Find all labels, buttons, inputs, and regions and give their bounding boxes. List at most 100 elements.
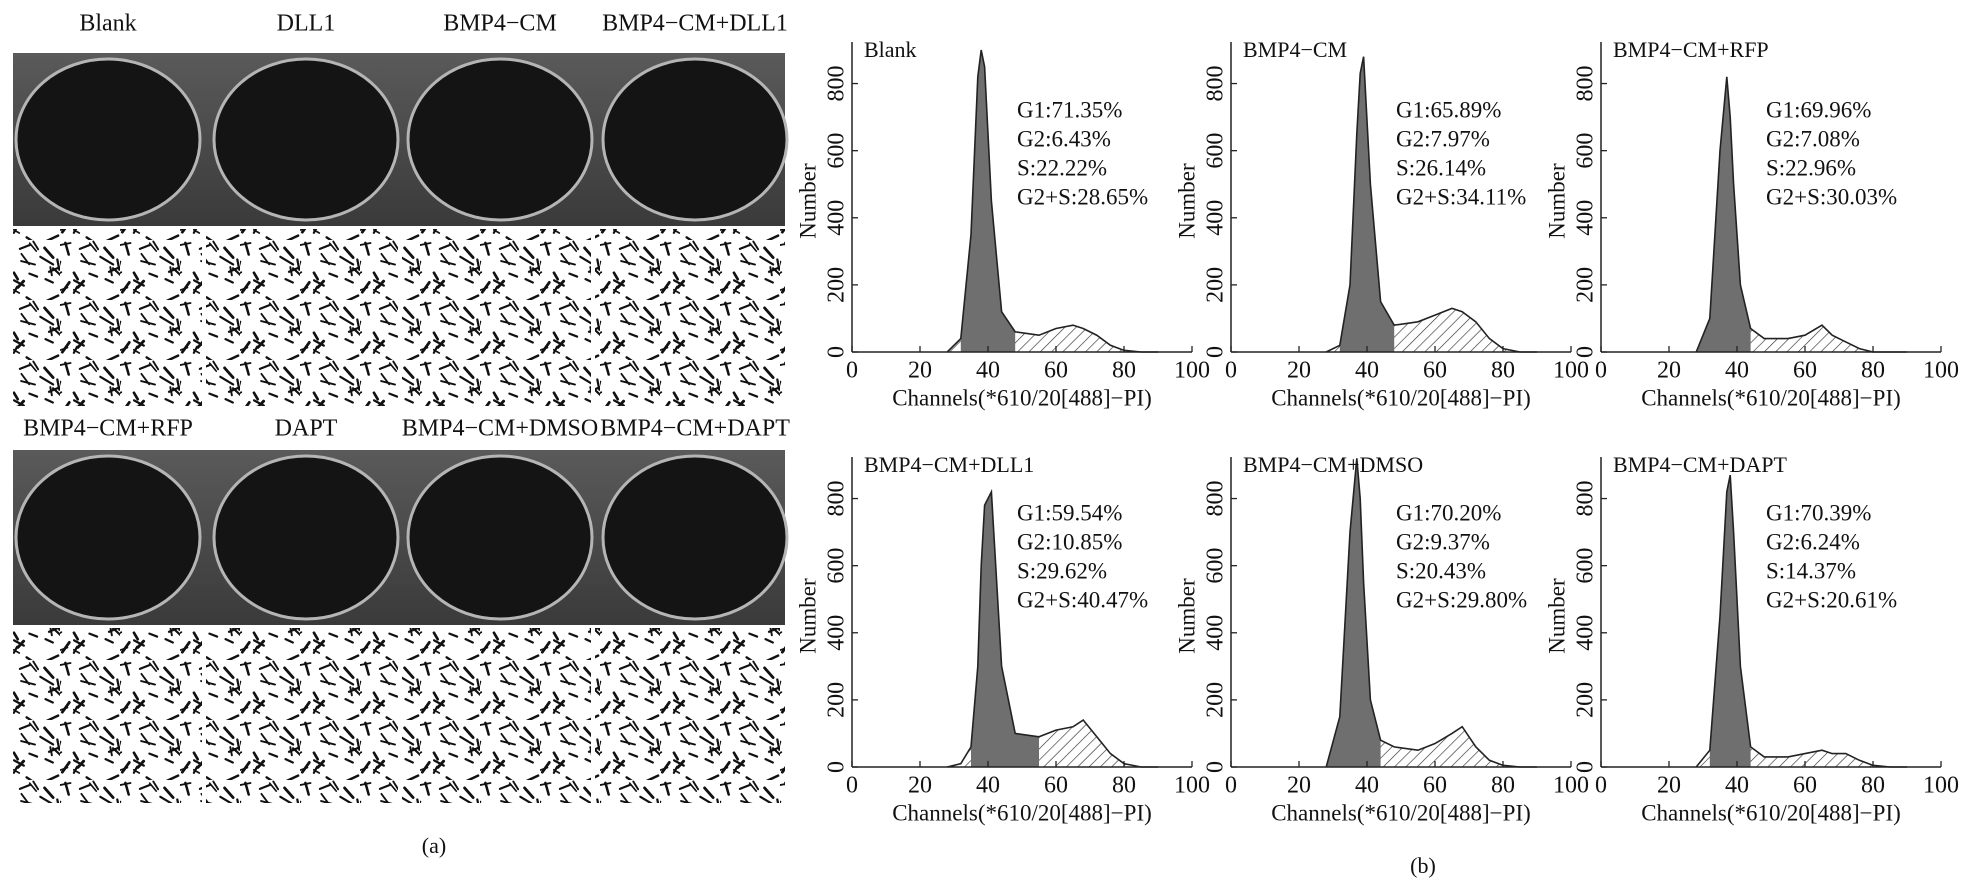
g1-peak: [1696, 76, 1751, 352]
histogram-chart: 0 200 400 600 800 0 20 40 60 80 100 Channels(*610/2…: [795, 452, 1210, 825]
y-tick-label: 0: [1573, 761, 1599, 773]
well: [601, 454, 789, 621]
x-tick-label: 80: [1112, 773, 1136, 799]
x-tick-label: 100: [1923, 358, 1959, 384]
g1-peak: [1326, 458, 1381, 767]
y-tick-label: 200: [824, 267, 850, 303]
stat-annotation: G1:71.35%: [1017, 97, 1122, 122]
y-tick-label: 800: [824, 66, 850, 102]
x-tick-label: 60: [1793, 358, 1817, 384]
x-tick-label: 100: [1553, 773, 1589, 799]
stat-annotation: G1:70.20%: [1396, 500, 1501, 525]
x-tick-label: 40: [1355, 358, 1379, 384]
well: [406, 57, 594, 222]
stat-annotation: S:26.14%: [1396, 155, 1486, 180]
y-tick-label: 600: [824, 133, 850, 169]
x-tick-label: 80: [1491, 773, 1515, 799]
histogram-line: [947, 488, 1158, 768]
condition-label: BMP4−CM+DLL1: [602, 11, 788, 37]
stat-annotation: S:20.43%: [1396, 558, 1486, 583]
histogram-line: [946, 49, 1158, 353]
x-tick-label: 40: [1725, 358, 1749, 384]
x-tick-label: 0: [1595, 358, 1607, 384]
x-tick-label: 80: [1861, 358, 1885, 384]
x-tick-label: 20: [1657, 773, 1681, 799]
stat-annotation: G2:10.85%: [1017, 529, 1122, 554]
x-tick-label: 0: [846, 358, 858, 384]
caption: (b): [1410, 853, 1436, 878]
x-tick-label: 100: [1553, 358, 1589, 384]
y-tick-label: 600: [1573, 133, 1599, 169]
histogram-line: [1325, 458, 1537, 768]
g1-peak: [971, 491, 1039, 767]
x-tick-label: 0: [846, 773, 858, 799]
well: [406, 454, 594, 621]
y-tick-label: 800: [1203, 481, 1229, 517]
x-tick-label: 60: [1044, 773, 1068, 799]
chart-title: BMP4−CM+DMSO: [1243, 452, 1423, 477]
well: [601, 57, 789, 222]
y-tick-label: 600: [1203, 133, 1229, 169]
x-tick-label: 40: [976, 358, 1000, 384]
y-tick-label: 200: [1573, 682, 1599, 718]
x-tick-label: 80: [1112, 358, 1136, 384]
stat-annotation: G2+S:28.65%: [1017, 184, 1148, 209]
y-axis-label: Number: [1544, 578, 1569, 654]
y-tick-label: 200: [1203, 267, 1229, 303]
y-axis-label: Number: [1174, 578, 1199, 654]
histogram-line: [1325, 56, 1537, 353]
panel-a: (a) Blank DLL1 BMP4−CM BMP4−CM+DLL1 BMP4−CM+…: [13, 11, 790, 858]
stat-annotation: G2:7.97%: [1396, 126, 1490, 151]
x-tick-label: 100: [1174, 358, 1210, 384]
x-tick-label: 20: [908, 358, 932, 384]
well: [212, 454, 400, 621]
stat-annotation: S:14.37%: [1766, 558, 1856, 583]
y-tick-label: 600: [824, 548, 850, 584]
caption: (a): [422, 833, 446, 858]
x-tick-label: 20: [908, 773, 932, 799]
chart-title: BMP4−CM+RFP: [1613, 37, 1769, 62]
y-tick-label: 600: [1203, 548, 1229, 584]
y-tick-label: 800: [1203, 66, 1229, 102]
condition-label: DLL1: [277, 11, 336, 37]
x-tick-label: 60: [1423, 358, 1447, 384]
x-tick-label: 40: [1725, 773, 1749, 799]
y-tick-label: 0: [1203, 761, 1229, 773]
condition-label: BMP4−CM+DMSO: [402, 416, 598, 442]
stat-annotation: G2:9.37%: [1396, 529, 1490, 554]
x-tick-label: 40: [1355, 773, 1379, 799]
chart-title: BMP4−CM+DLL1: [864, 452, 1034, 477]
y-tick-label: 0: [1203, 346, 1229, 358]
x-tick-label: 80: [1491, 358, 1515, 384]
chart-title: BMP4−CM: [1243, 37, 1347, 62]
y-tick-label: 400: [1573, 615, 1599, 651]
condition-label: BMP4−CM+DAPT: [600, 416, 790, 442]
y-tick-label: 0: [824, 346, 850, 358]
y-tick-label: 0: [824, 761, 850, 773]
x-tick-label: 100: [1923, 773, 1959, 799]
condition-label: BMP4−CM+RFP: [23, 416, 193, 442]
stat-annotation: G2:6.43%: [1017, 126, 1111, 151]
stat-annotation: G2+S:30.03%: [1766, 184, 1897, 209]
x-axis-label: Channels(*610/20[488]−PI): [892, 800, 1152, 825]
y-tick-label: 800: [824, 481, 850, 517]
y-tick-label: 200: [824, 682, 850, 718]
histogram-line: [1695, 474, 1907, 768]
condition-label: DAPT: [275, 416, 338, 442]
histogram-chart: 0 200 400 600 800 0 20 40 60 80 100 Channels(*610/2…: [1544, 37, 1959, 410]
stat-annotation: G1:69.96%: [1766, 97, 1871, 122]
g1-peak: [960, 50, 1016, 352]
well: [212, 57, 400, 222]
y-tick-label: 400: [1203, 615, 1229, 651]
y-axis-label: Number: [795, 163, 820, 239]
histogram-chart: 0 200 400 600 800 0 20 40 60 80 100 Channels(*610/2…: [795, 37, 1210, 410]
x-axis-label: Channels(*610/20[488]−PI): [1641, 385, 1901, 410]
stat-annotation: G2+S:34.11%: [1396, 184, 1526, 209]
g1-peak: [1709, 475, 1751, 767]
stat-annotation: S:22.96%: [1766, 155, 1856, 180]
chart-title: BMP4−CM+DAPT: [1613, 452, 1788, 477]
y-tick-label: 800: [1573, 66, 1599, 102]
x-tick-label: 60: [1793, 773, 1817, 799]
